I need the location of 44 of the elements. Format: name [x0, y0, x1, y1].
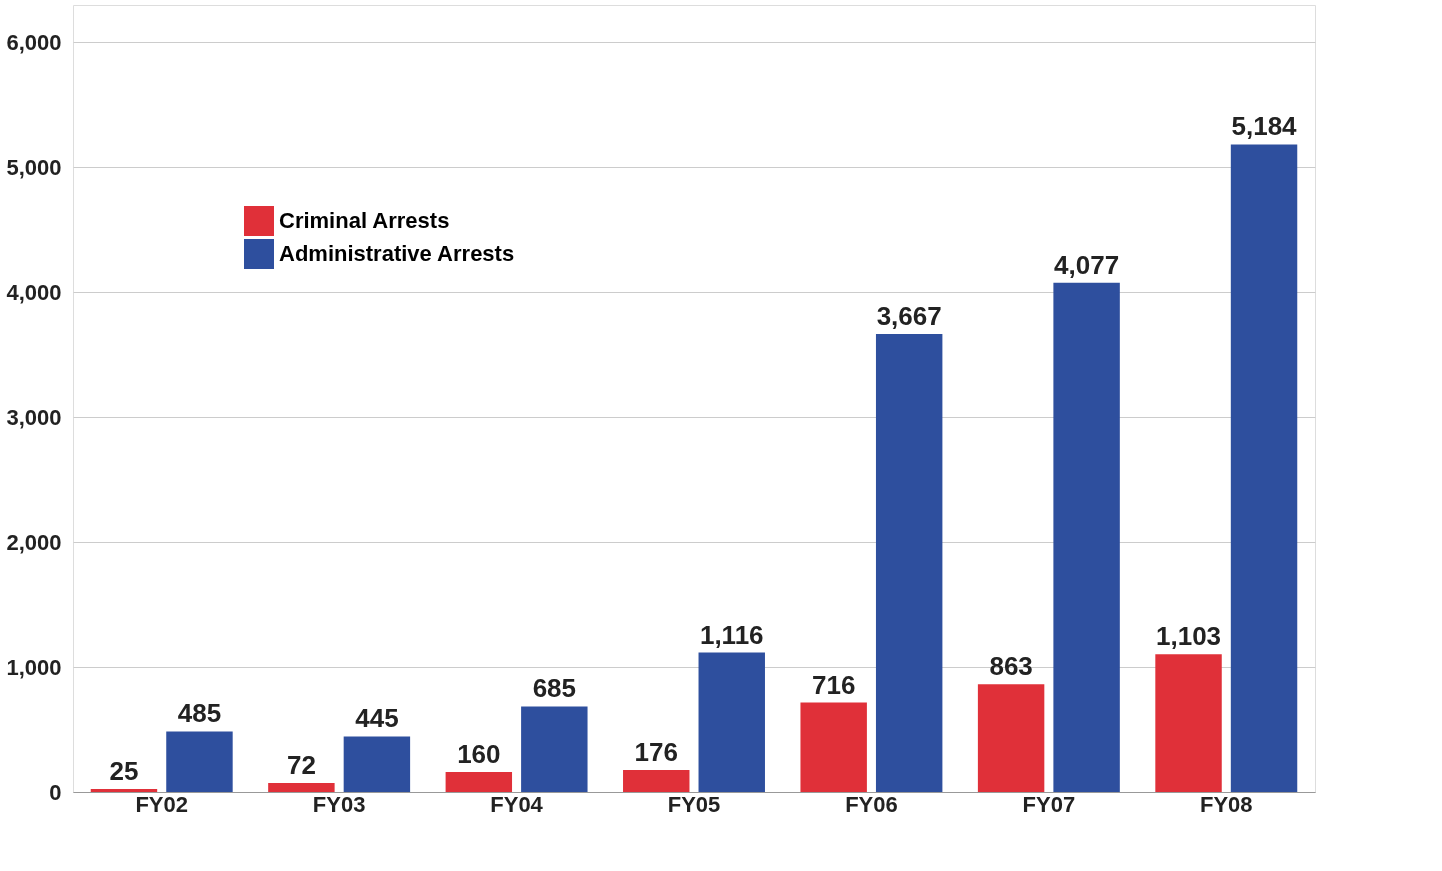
data-label: 4,077: [1054, 249, 1120, 280]
bar: [268, 783, 335, 792]
x-tick-label: FY02: [135, 791, 189, 817]
data-label: 5,184: [1231, 111, 1298, 142]
data-label: 685: [532, 673, 577, 704]
data-label: 176: [634, 737, 678, 768]
x-tick-label: FY08: [1199, 791, 1253, 817]
x-tick-label: FY06: [845, 791, 898, 817]
y-tick-label: 4,000: [6, 279, 62, 305]
x-tick-label: FY04: [490, 791, 544, 817]
bar: [166, 731, 233, 792]
x-tick-label: FY05: [667, 791, 721, 817]
data-label: 445: [355, 703, 399, 734]
x-tick-label: FY03: [312, 791, 366, 817]
y-tick-label: 0: [49, 779, 62, 805]
data-label: 72: [286, 750, 316, 781]
data-label: 1,116: [699, 619, 764, 650]
bar: [875, 333, 943, 792]
y-tick-label: 6,000: [6, 29, 62, 55]
bar: [521, 706, 588, 792]
data-label: 3,667: [876, 300, 942, 331]
data-label: 485: [177, 698, 222, 729]
data-label: 863: [989, 651, 1033, 682]
x-tick-label: FY07: [1022, 791, 1076, 817]
legend-label: Criminal Arrests: [279, 208, 450, 233]
y-tick-label: 5,000: [6, 154, 62, 180]
legend-label: Administrative Arrests: [279, 241, 515, 266]
data-label: 716: [811, 669, 856, 700]
bar: [1230, 144, 1298, 792]
bar: [698, 652, 765, 792]
y-tick-label: 1,000: [6, 654, 62, 680]
bar: [1155, 654, 1222, 792]
bar: [90, 788, 158, 792]
bar: [1053, 282, 1120, 792]
data-label: 25: [109, 755, 139, 786]
y-tick-label: 2,000: [6, 529, 62, 555]
y-tick-label: 3,000: [6, 404, 62, 430]
bar: [977, 684, 1045, 792]
bar: [445, 772, 513, 792]
bar: [800, 702, 867, 792]
data-label: 1,103: [1156, 621, 1222, 652]
data-label: 160: [457, 739, 501, 770]
bar: [343, 736, 411, 792]
bar: [623, 770, 690, 792]
